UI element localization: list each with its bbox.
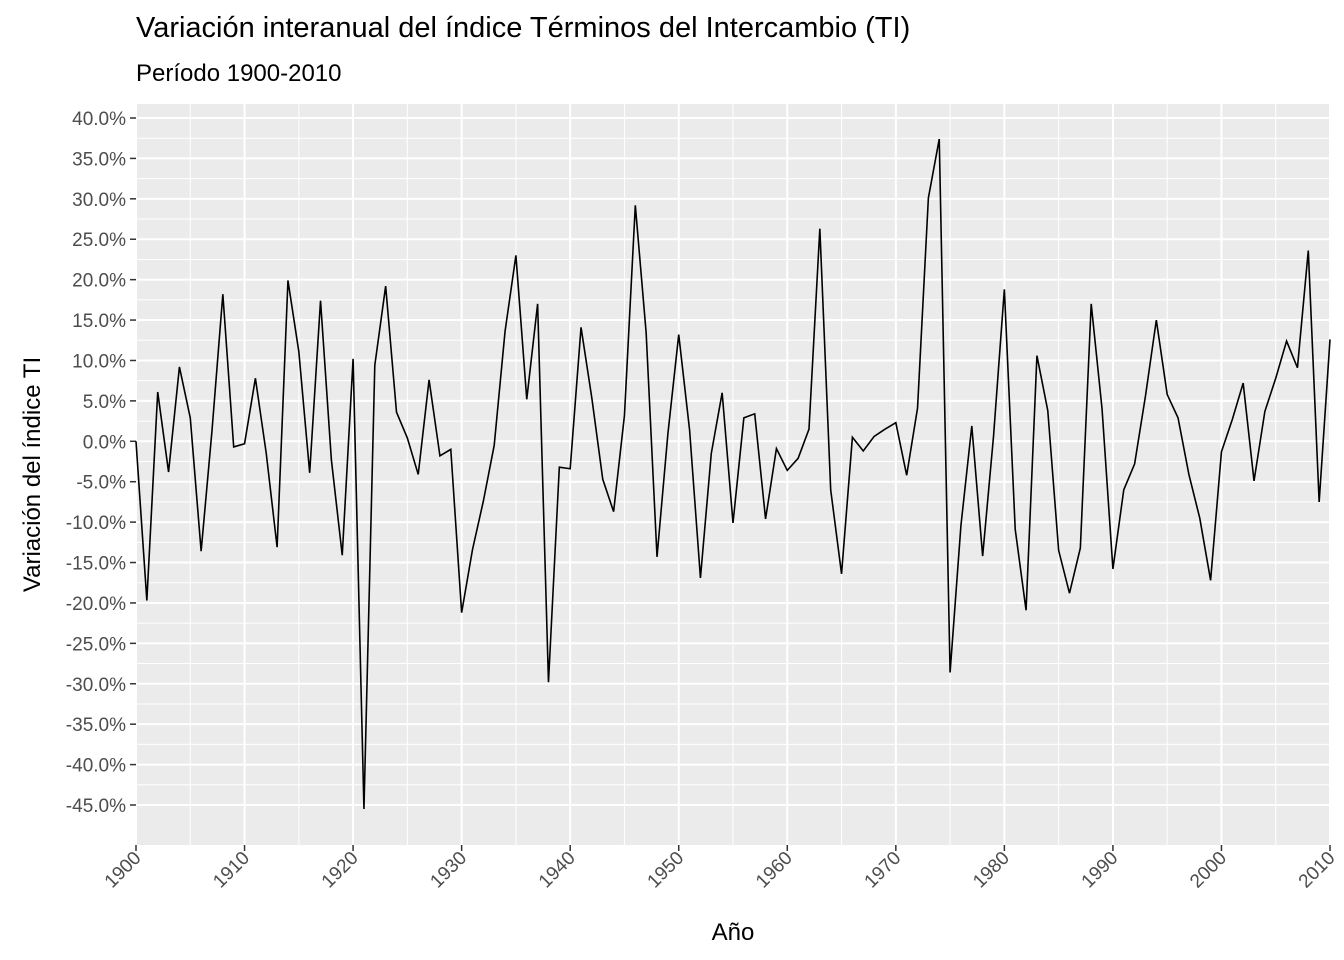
y-tick-label: 25.0% (72, 230, 126, 251)
y-tick-label: -25.0% (66, 634, 126, 655)
y-tick-label: 5.0% (83, 392, 126, 413)
chart-title: Variación interanual del índice Términos… (136, 12, 911, 44)
y-tick-label: -45.0% (66, 796, 126, 817)
chart-subtitle: Período 1900-2010 (136, 60, 342, 87)
x-tick-label: 1930 (426, 848, 471, 893)
series-line (135, 138, 1331, 810)
x-axis-title: Año (712, 919, 755, 946)
y-tick-label: -30.0% (66, 675, 126, 696)
y-tick-label: -20.0% (66, 594, 126, 615)
x-tick-label: 1980 (969, 848, 1014, 893)
y-axis: 40.0% 35.0% 30.0% 25.0% 20.0% 15.0% 10.0% 5.0% 0… (66, 109, 136, 817)
y-tick-label: -35.0% (66, 715, 126, 736)
y-tick-label: 40.0% (72, 109, 126, 130)
x-tick-label: 1990 (1078, 848, 1123, 893)
x-tick-label: 1940 (535, 848, 580, 893)
y-axis-title: Variación del índice TI (19, 357, 46, 592)
grid-lines (135, 104, 1331, 845)
y-tick-label: 15.0% (72, 311, 126, 332)
y-tick-label: 10.0% (72, 351, 126, 372)
x-tick-label: 1970 (861, 848, 906, 893)
x-tick-label: 2000 (1186, 848, 1231, 893)
y-tick-label: 0.0% (83, 432, 126, 453)
y-tick-label: 35.0% (72, 149, 126, 170)
x-tick-label: 2010 (1295, 848, 1340, 893)
x-tick-label: 1960 (752, 848, 797, 893)
x-tick-label: 1950 (644, 848, 689, 893)
y-tick-label: -40.0% (66, 756, 126, 777)
y-tick-label: -5.0% (76, 473, 126, 494)
x-axis: 1900 1910 1920 1930 1940 1950 1960 1970 1980 1990… (101, 845, 1340, 892)
y-tick-label: 30.0% (72, 190, 126, 211)
x-tick-label: 1910 (209, 848, 254, 893)
y-tick-label: 20.0% (72, 271, 126, 292)
y-tick-label: -10.0% (66, 513, 126, 534)
y-tick-label: -15.0% (66, 554, 126, 575)
x-tick-label: 1900 (101, 848, 146, 893)
x-tick-label: 1920 (318, 848, 363, 893)
